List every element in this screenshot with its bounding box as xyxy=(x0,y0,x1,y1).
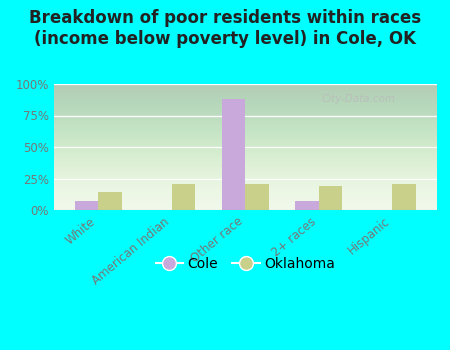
Bar xyxy=(245,183,269,210)
Bar xyxy=(172,183,195,210)
Bar xyxy=(319,186,342,210)
Legend: Cole, Oklahoma: Cole, Oklahoma xyxy=(150,251,341,276)
Bar xyxy=(222,99,245,210)
Bar xyxy=(75,201,98,210)
Text: City-Data.com: City-Data.com xyxy=(322,94,396,104)
Text: Breakdown of poor residents within races
(income below poverty level) in Cole, O: Breakdown of poor residents within races… xyxy=(29,9,421,48)
Bar xyxy=(98,193,122,210)
Bar xyxy=(392,183,416,210)
Bar xyxy=(295,201,319,210)
